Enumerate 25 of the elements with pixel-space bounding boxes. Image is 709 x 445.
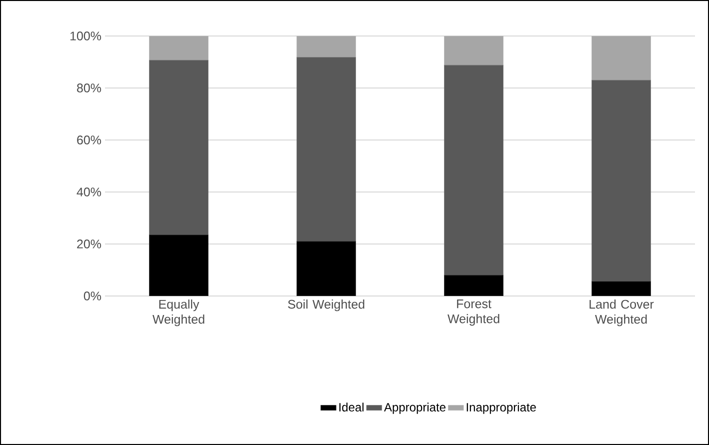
bar bbox=[149, 234, 208, 296]
x-tick-label: Soil Weighted bbox=[288, 300, 364, 312]
legend-label: Appropriate bbox=[384, 402, 446, 414]
bar bbox=[296, 241, 356, 296]
y-tick-label: 40% bbox=[76, 188, 102, 196]
x-tick-label: Forest Weighted bbox=[448, 300, 500, 326]
bar bbox=[296, 36, 356, 58]
legend-label: Inappropriate bbox=[466, 402, 536, 414]
bar bbox=[592, 281, 651, 296]
bar bbox=[444, 64, 504, 276]
bar bbox=[149, 60, 208, 236]
x-tick-label: Equally Weighted bbox=[152, 300, 204, 326]
bar bbox=[592, 36, 651, 80]
bar bbox=[592, 80, 651, 282]
y-tick-label: 80% bbox=[77, 84, 102, 92]
legend-label: Ideal bbox=[339, 402, 364, 412]
y-tick-label: 20% bbox=[77, 240, 102, 248]
y-tick-label: 60% bbox=[77, 136, 102, 144]
y-tick-label: 100% bbox=[70, 32, 102, 40]
bar bbox=[149, 36, 208, 60]
bar bbox=[296, 57, 356, 242]
x-tick-label: Land Cover Weighted bbox=[590, 300, 654, 326]
y-tick-label: 0% bbox=[84, 292, 102, 300]
bar bbox=[444, 36, 504, 66]
bar bbox=[444, 274, 504, 296]
